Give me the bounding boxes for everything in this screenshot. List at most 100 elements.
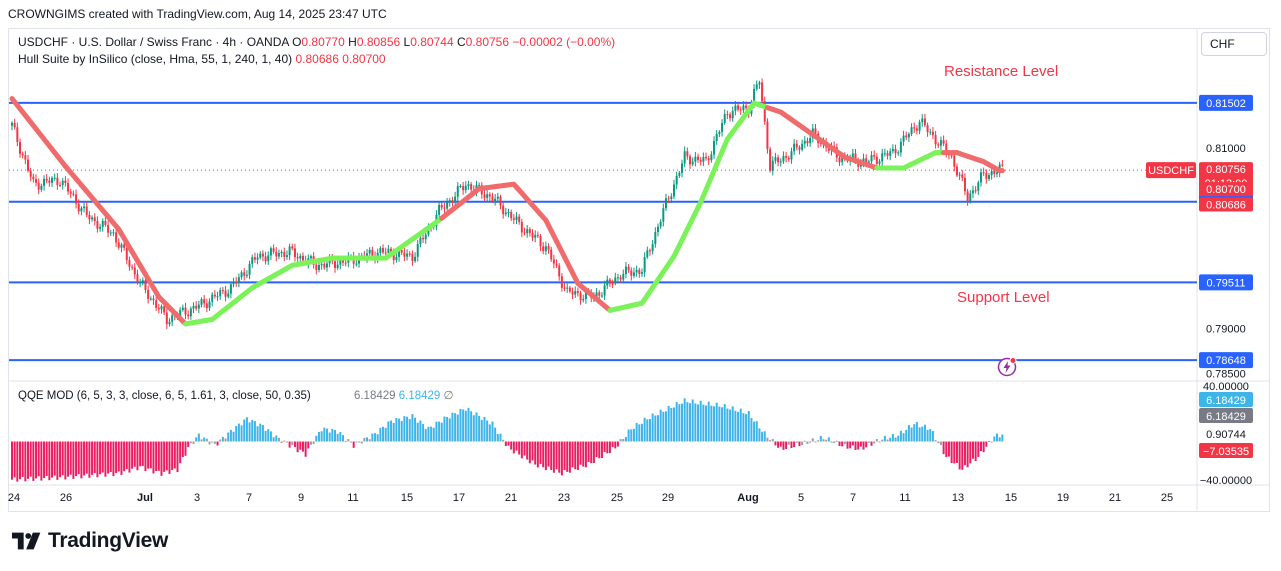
candle-body [987,175,990,179]
qqe-bar [376,434,379,442]
qqe-bar [766,437,769,442]
qqe-bar [702,404,705,442]
x-tick-14: 5 [798,492,804,504]
candle-body [854,153,857,161]
tradingview-logo: TradingView [12,529,168,553]
qqe-bar [851,441,854,446]
candle-body [342,259,344,263]
qqe-bar [982,441,985,453]
candle-body [603,285,606,296]
candle-body [598,292,601,296]
candle-body [64,180,67,183]
qqe-bar [814,441,817,443]
candle-body [261,253,264,257]
x-tick-20: 21 [1109,492,1121,504]
symbol-tag-label: USDCHF [1148,165,1194,177]
price-legend: USDCHF · U.S. Dollar / Swiss Franc · 4h … [18,35,615,49]
candle-body [187,314,190,317]
candle-body [819,143,822,145]
candle-body [387,248,390,253]
qqe-bar [51,441,54,478]
candle-body [624,266,627,274]
qqe-bar [659,409,662,442]
qqe-bar [595,441,598,458]
qqe-bar [819,435,822,442]
qqe-bar [758,428,761,442]
qqe-bar [96,441,99,478]
qqe-bar [56,441,59,480]
candle-body [24,155,27,160]
candle-body [96,221,99,229]
indicator-label[interactable]: Hull Suite by InSilico (close, Hma, 55, … [18,52,293,66]
qqe-bar [552,441,555,473]
qqe-bar [430,426,433,442]
candle-body [753,88,756,104]
qqe-bar [576,441,579,470]
candle-body [152,298,155,301]
qqe-axis-label-0: 40.00000 [1203,381,1249,393]
candle-body [451,200,454,203]
candle-body [392,252,395,261]
qqe-bar [483,416,486,442]
level-tag-label-3: 0.78648 [1206,355,1246,367]
qqe-bar [686,402,689,442]
qqe-bar [317,432,320,442]
qqe-bar [299,441,302,450]
candle-body [35,179,38,183]
symbol-tag [1146,162,1196,179]
candle-body [467,184,470,186]
price-tag-label-2: 0.80686 [1206,199,1246,211]
qqe-value-2: 6.18429 [398,390,441,402]
qqe-bar [157,441,160,471]
candle-body [128,260,131,267]
currency-button[interactable]: CHF [1201,32,1267,56]
qqe-bar [387,421,390,442]
candle-body [654,231,657,245]
qqe-bar [867,441,870,443]
candle-body [723,114,726,124]
candle-body [483,194,486,198]
qqe-bar [555,441,558,470]
candle-body [651,244,654,252]
qqe-bar [574,441,577,470]
qqe-bar [849,441,852,449]
candle-body [699,159,702,162]
qqe-bar [293,441,296,448]
qqe-bar [550,441,553,470]
candle-body [88,214,91,220]
candle-body [616,277,619,279]
qqe-bar [67,441,70,477]
candle-body [462,185,465,191]
candle-body [406,253,409,257]
candle-body [705,157,708,159]
qqe-bar [451,412,454,442]
candle-body [155,300,158,308]
candle-body [542,246,545,252]
qqe-bar [854,441,857,450]
qqe-bar [918,427,921,442]
candle-body [974,190,977,192]
qqe-bar [392,422,395,442]
candle-body [582,298,585,301]
qqe-bar [494,427,497,442]
qqe-bar [304,441,307,457]
qqe-bar [675,402,678,442]
qqe-bar [448,418,451,442]
qqe-bar [432,427,435,442]
qqe-bar [19,441,22,480]
qqe-label[interactable]: QQE MOD (6, 5, 3, 3, close, 6, 5, 1.61, … [18,390,311,402]
candle-body [790,151,793,160]
qqe-bar [350,441,353,443]
qqe-bar [296,441,299,453]
qqe-bar [753,421,756,442]
qqe-bar [333,429,336,442]
qqe-bar [718,406,721,442]
candle-body [309,256,312,259]
lightning-alert-icon[interactable] [997,357,1017,377]
qqe-bar [961,441,964,470]
symbol-label[interactable]: USDCHF · U.S. Dollar / Swiss Franc · 4h … [18,35,289,49]
candle-body [632,272,635,276]
x-tick-15: 7 [850,492,856,504]
candle-body [528,229,531,233]
